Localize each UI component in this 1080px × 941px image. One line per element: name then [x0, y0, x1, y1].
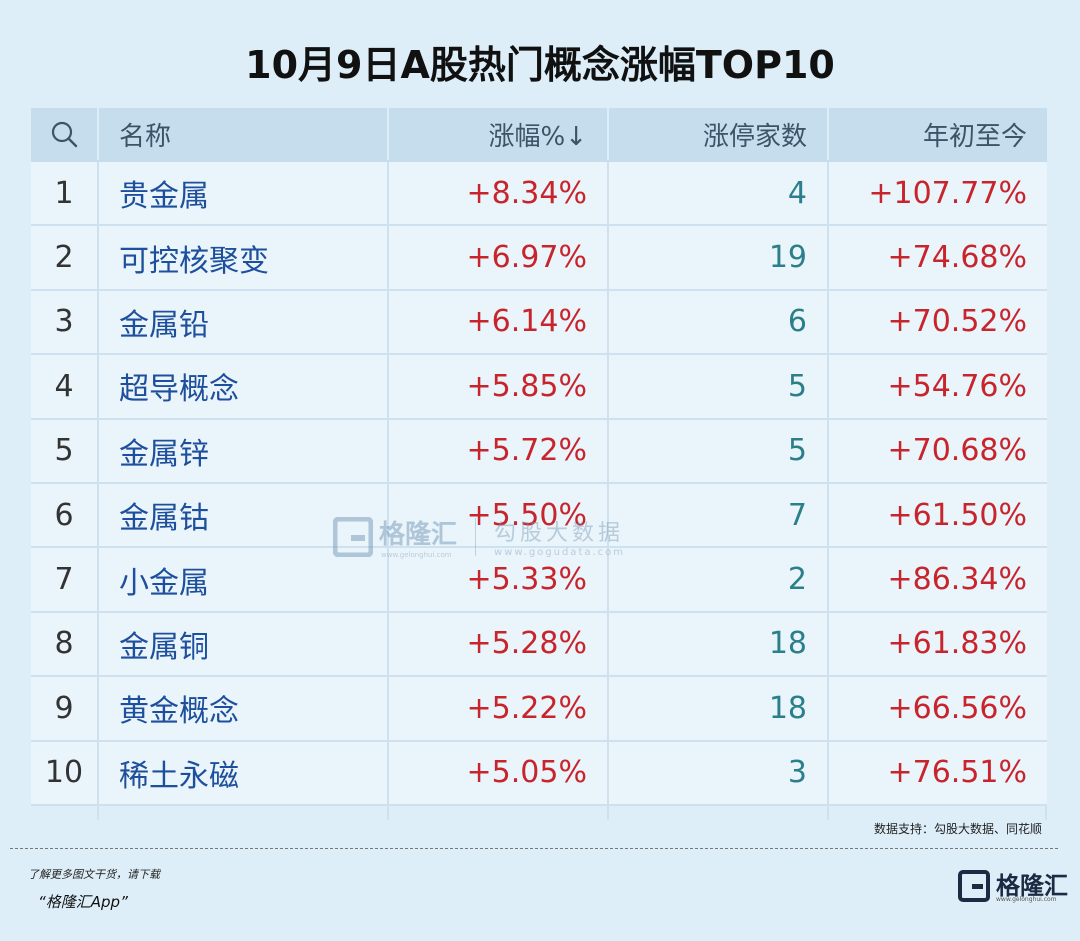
row-limit-up-count: 2 — [609, 548, 829, 611]
row-rank: 4 — [31, 355, 99, 418]
table-row[interactable]: 10 稀土永磁 +5.05% 3 +76.51% — [31, 741, 1047, 806]
row-rank: 5 — [31, 419, 99, 482]
strip-cell — [99, 805, 389, 820]
column-header-limit-up[interactable]: 涨停家数 — [609, 108, 829, 160]
row-rank: 3 — [31, 290, 99, 354]
row-change: +6.14% — [389, 290, 609, 354]
row-concept-name[interactable]: 小金属 — [99, 548, 389, 611]
row-ytd-change: +74.68% — [887, 240, 1027, 276]
row-concept-name[interactable]: 金属钴 — [99, 483, 389, 547]
strip-cell — [389, 805, 609, 820]
row-change: +5.28% — [389, 612, 609, 676]
row-concept-name[interactable]: 金属铜 — [99, 612, 389, 676]
row-concept-name[interactable]: 稀土永磁 — [99, 741, 389, 804]
logo-text: 格隆汇 — [996, 872, 1068, 900]
row-ytd-change: +76.51% — [887, 755, 1027, 791]
table-row[interactable]: 4 超导概念 +5.85% 5 +54.76% — [31, 355, 1047, 420]
promo-app: “格隆汇App” — [38, 893, 128, 911]
table-bottom-strip — [31, 805, 1047, 820]
row-ytd-change: +66.56% — [887, 690, 1027, 726]
row-ytd-change: +86.34% — [887, 562, 1027, 598]
row-limit-up-count: 6 — [609, 290, 829, 354]
strip-cell — [609, 805, 829, 820]
table-row[interactable]: 7 小金属 +5.33% 2 +86.34% — [31, 548, 1047, 613]
header-search-cell[interactable] — [31, 108, 99, 160]
row-rank: 10 — [31, 741, 99, 804]
source-note: 数据支持：勾股大数据、同花顺 — [873, 822, 1042, 836]
strip-cell — [31, 805, 99, 820]
strip-cell — [829, 805, 1047, 820]
table-row[interactable]: 2 可控核聚变 +6.97% 19 +74.68% — [31, 226, 1047, 291]
row-limit-up-count: 4 — [609, 162, 829, 225]
row-rank: 6 — [31, 483, 99, 547]
row-concept-name[interactable]: 贵金属 — [99, 162, 389, 225]
row-ytd-change: +70.52% — [887, 304, 1027, 340]
table-row[interactable]: 9 黄金概念 +5.22% 18 +66.56% — [31, 677, 1047, 742]
table-row[interactable]: 8 金属铜 +5.28% 18 +61.83% — [31, 612, 1047, 678]
row-concept-name[interactable]: 超导概念 — [99, 355, 389, 418]
column-header-change[interactable]: 涨幅%↓ — [389, 108, 609, 160]
row-rank: 9 — [31, 677, 99, 740]
row-change: +5.50% — [389, 483, 609, 547]
row-limit-up-count: 18 — [609, 612, 829, 676]
brand-logo: 格隆汇 www.gelonghui.com — [958, 870, 1068, 903]
row-rank: 7 — [31, 548, 99, 611]
row-change: +6.97% — [389, 226, 609, 289]
table-row[interactable]: 3 金属铅 +6.14% 6 +70.52% — [31, 290, 1047, 356]
row-change: +8.34% — [389, 162, 609, 225]
row-limit-up-count: 18 — [609, 677, 829, 740]
row-concept-name[interactable]: 黄金概念 — [99, 677, 389, 740]
row-limit-up-count: 5 — [609, 419, 829, 482]
table-row[interactable]: 5 金属锌 +5.72% 5 +70.68% — [31, 419, 1047, 484]
divider — [10, 848, 1058, 849]
column-header-name[interactable]: 名称 — [99, 108, 389, 160]
concept-table: 名称 涨幅%↓ 涨停家数 年初至今 1 贵金属 +8.34% 4 +107.77… — [31, 108, 1047, 820]
search-icon[interactable] — [49, 119, 79, 149]
row-limit-up-count: 5 — [609, 355, 829, 418]
table-header-row: 名称 涨幅%↓ 涨停家数 年初至今 — [31, 108, 1047, 162]
row-ytd-change: +107.77% — [868, 175, 1027, 211]
row-concept-name[interactable]: 金属铅 — [99, 290, 389, 354]
logo-icon — [958, 870, 990, 902]
row-concept-name[interactable]: 可控核聚变 — [99, 226, 389, 289]
table-row[interactable]: 6 金属钴 +5.50% 7 +61.50% — [31, 483, 1047, 549]
row-ytd-change: +70.68% — [887, 433, 1027, 469]
row-limit-up-count: 3 — [609, 741, 829, 804]
row-change: +5.05% — [389, 741, 609, 804]
row-concept-name[interactable]: 金属锌 — [99, 419, 389, 482]
row-change: +5.22% — [389, 677, 609, 740]
row-rank: 2 — [31, 226, 99, 289]
row-ytd-change: +61.83% — [887, 626, 1027, 662]
row-change: +5.33% — [389, 548, 609, 611]
row-change: +5.72% — [389, 419, 609, 482]
table-row[interactable]: 1 贵金属 +8.34% 4 +107.77% — [31, 162, 1047, 227]
logo-url: www.gelonghui.com — [996, 896, 1057, 903]
row-limit-up-count: 19 — [609, 226, 829, 289]
row-ytd-change: +54.76% — [887, 368, 1027, 404]
row-change: +5.85% — [389, 355, 609, 418]
row-limit-up-count: 7 — [609, 483, 829, 547]
column-header-ytd[interactable]: 年初至今 — [922, 121, 1027, 152]
row-ytd-change: +61.50% — [887, 497, 1027, 533]
promo-line: 了解更多图文干货，请下载 — [28, 868, 160, 881]
row-rank: 1 — [31, 162, 99, 225]
row-rank: 8 — [31, 612, 99, 676]
page-title: 10月9日A股热门概念涨幅TOP10 — [245, 43, 835, 87]
